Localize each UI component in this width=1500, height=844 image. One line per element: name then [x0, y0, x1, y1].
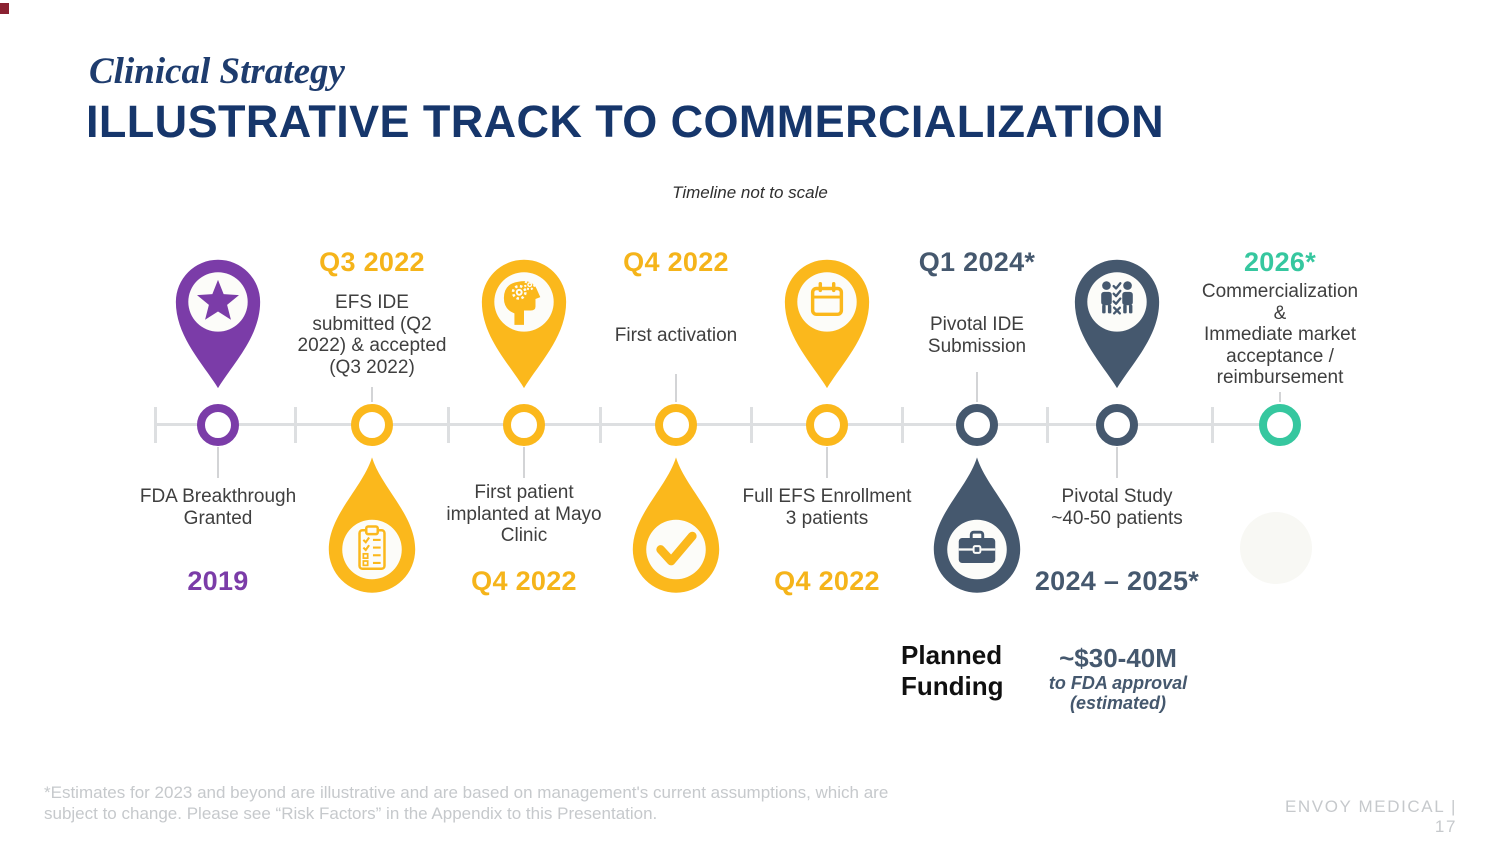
timeline-node-full-enrollment [806, 404, 848, 446]
star-icon [197, 279, 239, 320]
map-pin-star [175, 259, 261, 389]
connector-line [371, 387, 373, 402]
slide-kicker: Clinical Strategy [89, 51, 345, 92]
footnote-disclaimer: *Estimates for 2023 and beyond are illus… [44, 783, 889, 823]
connector-line [217, 447, 219, 478]
connector-line [523, 447, 525, 478]
milestone-description: Pivotal IDE Submission [927, 314, 1027, 357]
drop-marker-check [632, 457, 720, 593]
timeline-note: Timeline not to scale [672, 183, 828, 202]
timeline-node-fda-breakthrough [197, 404, 239, 446]
milestone-date: Q4 2022 [471, 566, 577, 596]
milestone-description: FDA Breakthrough Granted [139, 486, 297, 529]
timeline-tick [447, 407, 450, 443]
timeline-tick [750, 407, 753, 443]
milestone-description: Commercialization & Immediate market acc… [1201, 281, 1359, 388]
milestone-date: 2024 – 2025* [1034, 566, 1200, 596]
timeline-tick [1046, 407, 1049, 443]
checkmark-icon [656, 531, 697, 566]
connector-line [1279, 392, 1281, 402]
map-pin-calendar [784, 259, 870, 389]
clipboard-checklist-icon [358, 525, 386, 570]
milestone-date: Q1 2024* [918, 247, 1036, 277]
milestone-description: First activation [614, 325, 738, 346]
timeline-node-efs-ide [351, 404, 393, 446]
milestone-date: Q4 2022 [623, 247, 729, 277]
timeline-node-pivotal-ide [956, 404, 998, 446]
connector-line [826, 447, 828, 478]
connector-line [1116, 447, 1118, 478]
map-pin-people [1074, 259, 1160, 389]
head-gears-icon [503, 278, 541, 325]
page-title: ILLUSTRATIVE TRACK TO COMMERCIALIZATION [86, 96, 1165, 147]
milestone-description: Pivotal Study ~40-50 patients [1051, 486, 1183, 529]
funding-amount: ~$30-40M [1059, 643, 1177, 673]
milestone-description: First patient implanted at Mayo Clinic [446, 482, 602, 546]
connector-line [675, 374, 677, 402]
planned-funding-label: Planned Funding [901, 640, 1004, 701]
timeline-axis [155, 423, 1280, 426]
milestone-date: 2026* [1243, 247, 1317, 277]
ghost-circle-decoration [1240, 512, 1312, 584]
milestone-description: EFS IDE submitted (Q2 2022) & accepted (… [297, 292, 447, 378]
timeline-tick [294, 407, 297, 443]
drop-marker-clipboard [328, 457, 416, 593]
corner-accent [0, 3, 9, 14]
calendar-icon [810, 281, 844, 317]
map-pin-head-gears [481, 259, 567, 389]
timeline-tick [599, 407, 602, 443]
timeline-node-commercialization [1259, 404, 1301, 446]
people-checklist-icon [1101, 281, 1133, 315]
timeline-node-pivotal-study [1096, 404, 1138, 446]
funding-note: to FDA approval (estimated) [1048, 673, 1188, 713]
drop-marker-briefcase [933, 457, 1021, 593]
connector-line [976, 372, 978, 402]
milestone-date: Q3 2022 [319, 247, 425, 277]
timeline-node-first-implant [503, 404, 545, 446]
brand-page-number: ENVOY MEDICAL | 17 [1284, 797, 1457, 836]
milestone-date: Q4 2022 [774, 566, 880, 596]
timeline-tick [1211, 407, 1214, 443]
timeline-node-first-activation [655, 404, 697, 446]
timeline-tick [154, 407, 157, 443]
briefcase-icon [958, 530, 996, 563]
milestone-date: 2019 [187, 566, 249, 596]
timeline-tick [901, 407, 904, 443]
milestone-description: Full EFS Enrollment 3 patients [742, 486, 912, 529]
